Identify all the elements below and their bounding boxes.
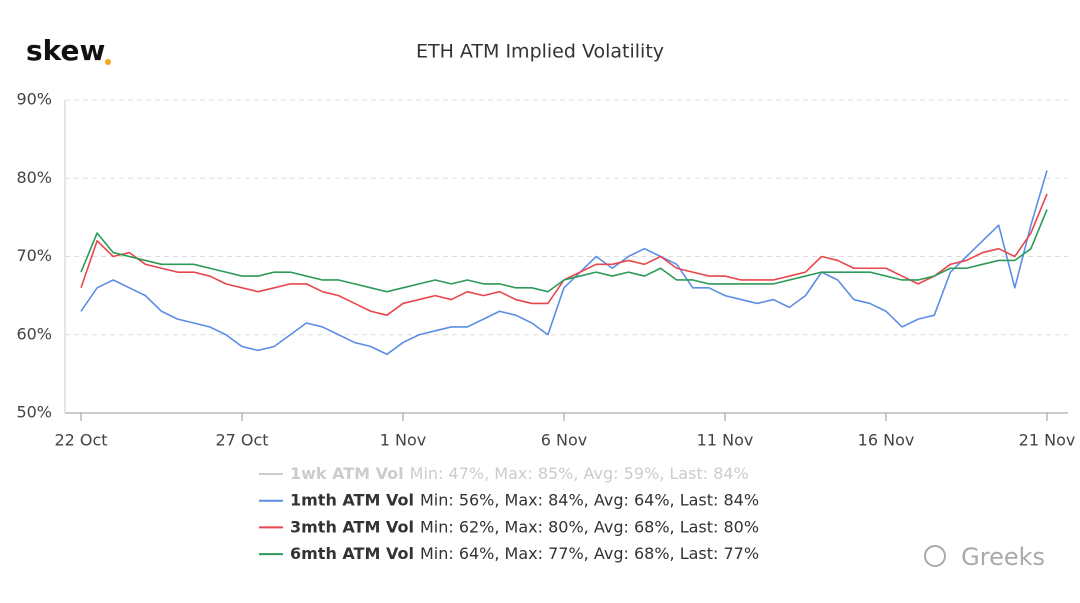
legend-stats: Min: 47%, Max: 85%, Avg: 59%, Last: 84% [410,464,749,483]
legend-name: 6mth ATM Vol [290,544,414,563]
x-tick-label: 6 Nov [541,431,588,450]
y-tick-label: 90% [16,90,52,109]
legend-name: 3mth ATM Vol [290,517,414,536]
y-tick-label: 50% [16,403,52,422]
legend-stats: Min: 64%, Max: 77%, Avg: 68%, Last: 77% [420,544,759,563]
series-line [80,193,1048,316]
x-tick-label: 27 Oct [215,431,268,450]
x-tick-label: 21 Nov [1019,431,1076,450]
x-tick-label: 1 Nov [380,431,427,450]
x-tick-label: 11 Nov [697,431,754,450]
watermark-icon [924,545,946,567]
series-line [80,170,1048,356]
watermark: Greeks [961,543,1045,571]
legend-entry: 1mth ATM Vol Min: 56%, Max: 84%, Avg: 64%… [290,490,759,509]
logo-dot [105,59,111,65]
x-tick-label: 22 Oct [54,431,107,450]
legend-entry: 3mth ATM Vol Min: 62%, Max: 80%, Avg: 68%… [290,517,759,536]
legend-name: 1wk ATM Vol [290,464,404,483]
legend-entry: 6mth ATM Vol Min: 64%, Max: 77%, Avg: 68%… [290,544,759,563]
legend-stats: Min: 56%, Max: 84%, Avg: 64%, Last: 84% [420,490,759,509]
x-tick-label: 16 Nov [858,431,915,450]
y-tick-label: 80% [16,168,52,187]
series-line [80,209,1048,293]
y-tick-label: 70% [16,246,52,265]
y-tick-label: 60% [16,324,52,343]
legend-stats: Min: 62%, Max: 80%, Avg: 68%, Last: 80% [420,517,759,536]
legend-entry: 1wk ATM Vol Min: 47%, Max: 85%, Avg: 59%,… [290,464,749,483]
logo: skew [26,34,105,67]
legend-name: 1mth ATM Vol [290,490,414,509]
chart-title: ETH ATM Implied Volatility [416,41,664,63]
